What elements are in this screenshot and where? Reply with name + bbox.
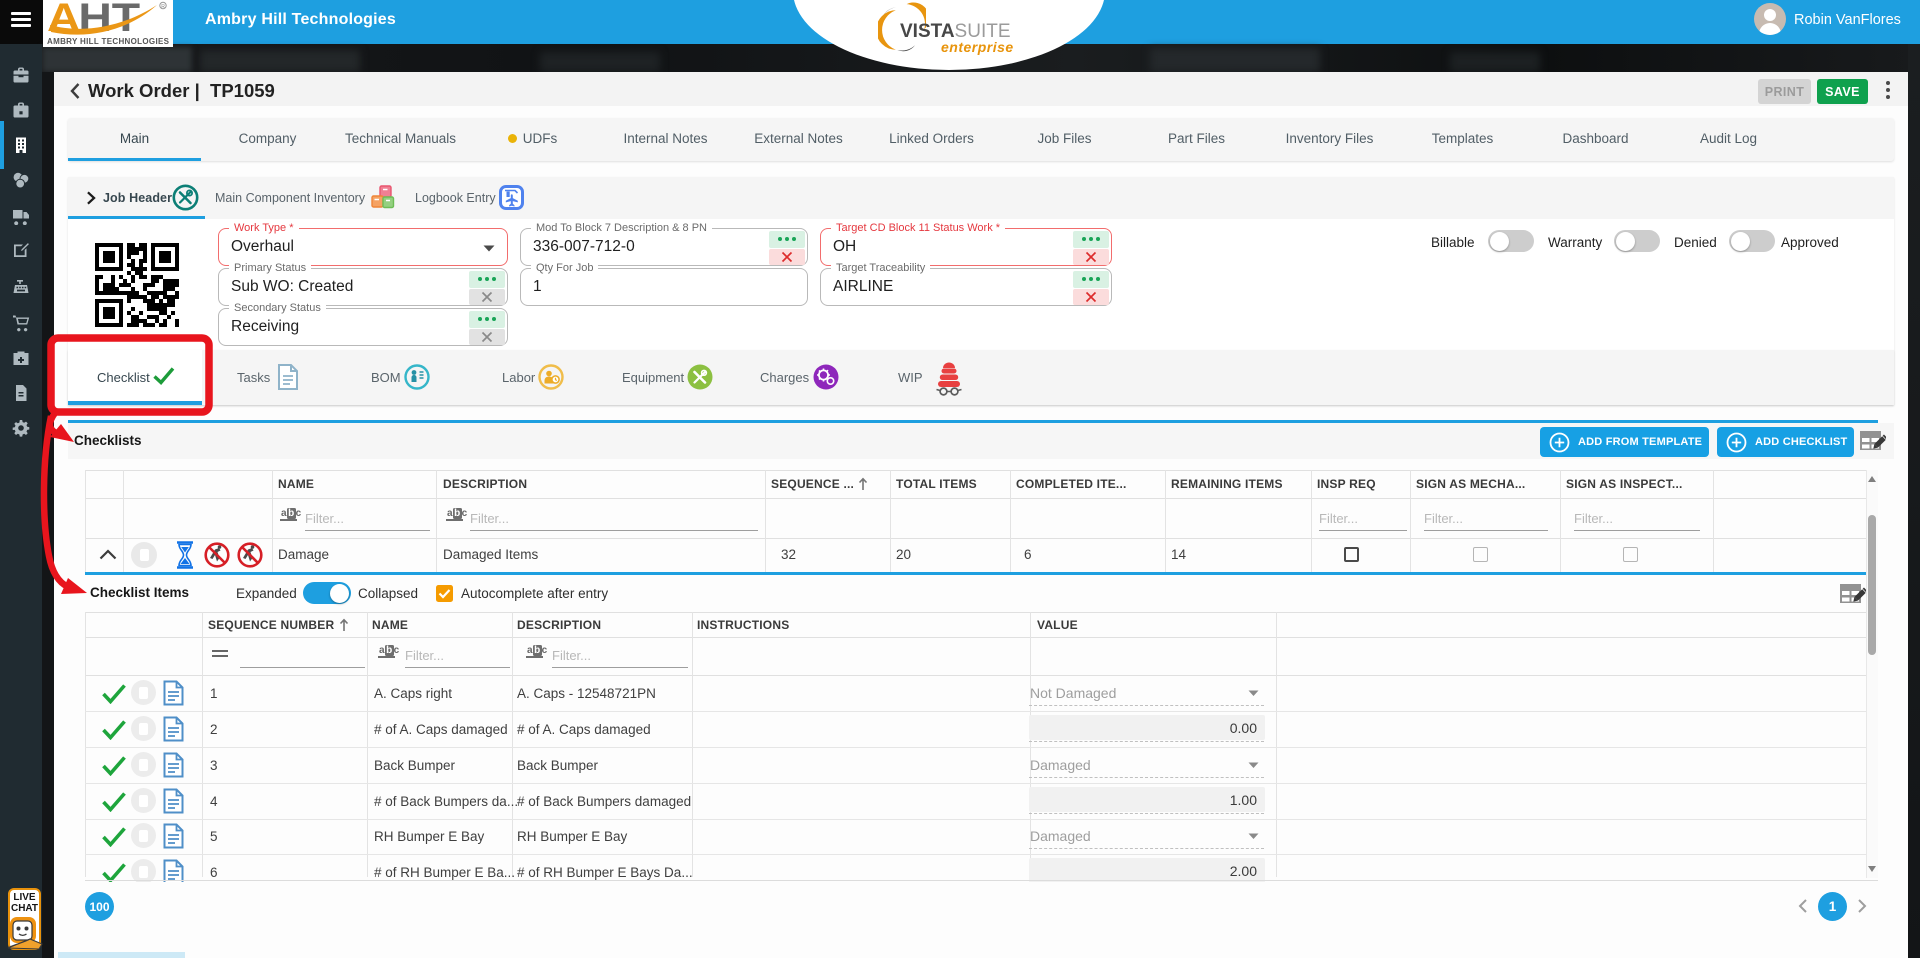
svg-text:R: R bbox=[161, 4, 165, 10]
